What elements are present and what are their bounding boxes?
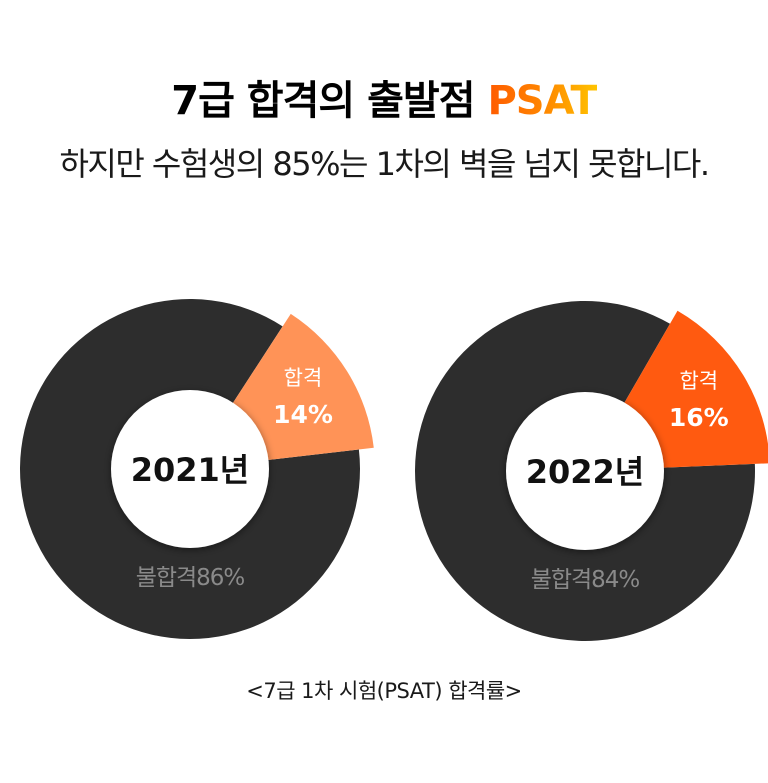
headline-text: 7급 합격의 출발점 [171, 78, 488, 124]
pass-value-label: 14% [273, 400, 333, 429]
headline-accent: PSAT [487, 78, 597, 124]
chart-title: 2022년 [526, 453, 645, 491]
chart-caption: <7급 1차 시험(PSAT) 합격률> [246, 679, 522, 703]
donut-center [111, 390, 269, 548]
pass-label: 합격 [284, 366, 323, 390]
fail-label: 불합격84% [531, 567, 640, 593]
fail-label: 불합격86% [136, 565, 245, 591]
pass-value-label: 16% [669, 403, 729, 432]
donut-charts: 2021년 합격 14% 불합격86% 2022년 합격 16% 불합격84% [19, 299, 768, 642]
headline: 7급 합격의 출발점 PSAT [0, 68, 768, 126]
donut-center [506, 392, 664, 550]
pass-label: 합격 [679, 369, 718, 393]
subheadline: 하지만 수험생의 85%는 1차의 벽을 넘지 못합니다. [59, 145, 710, 183]
chart-title: 2021년 [131, 451, 250, 489]
